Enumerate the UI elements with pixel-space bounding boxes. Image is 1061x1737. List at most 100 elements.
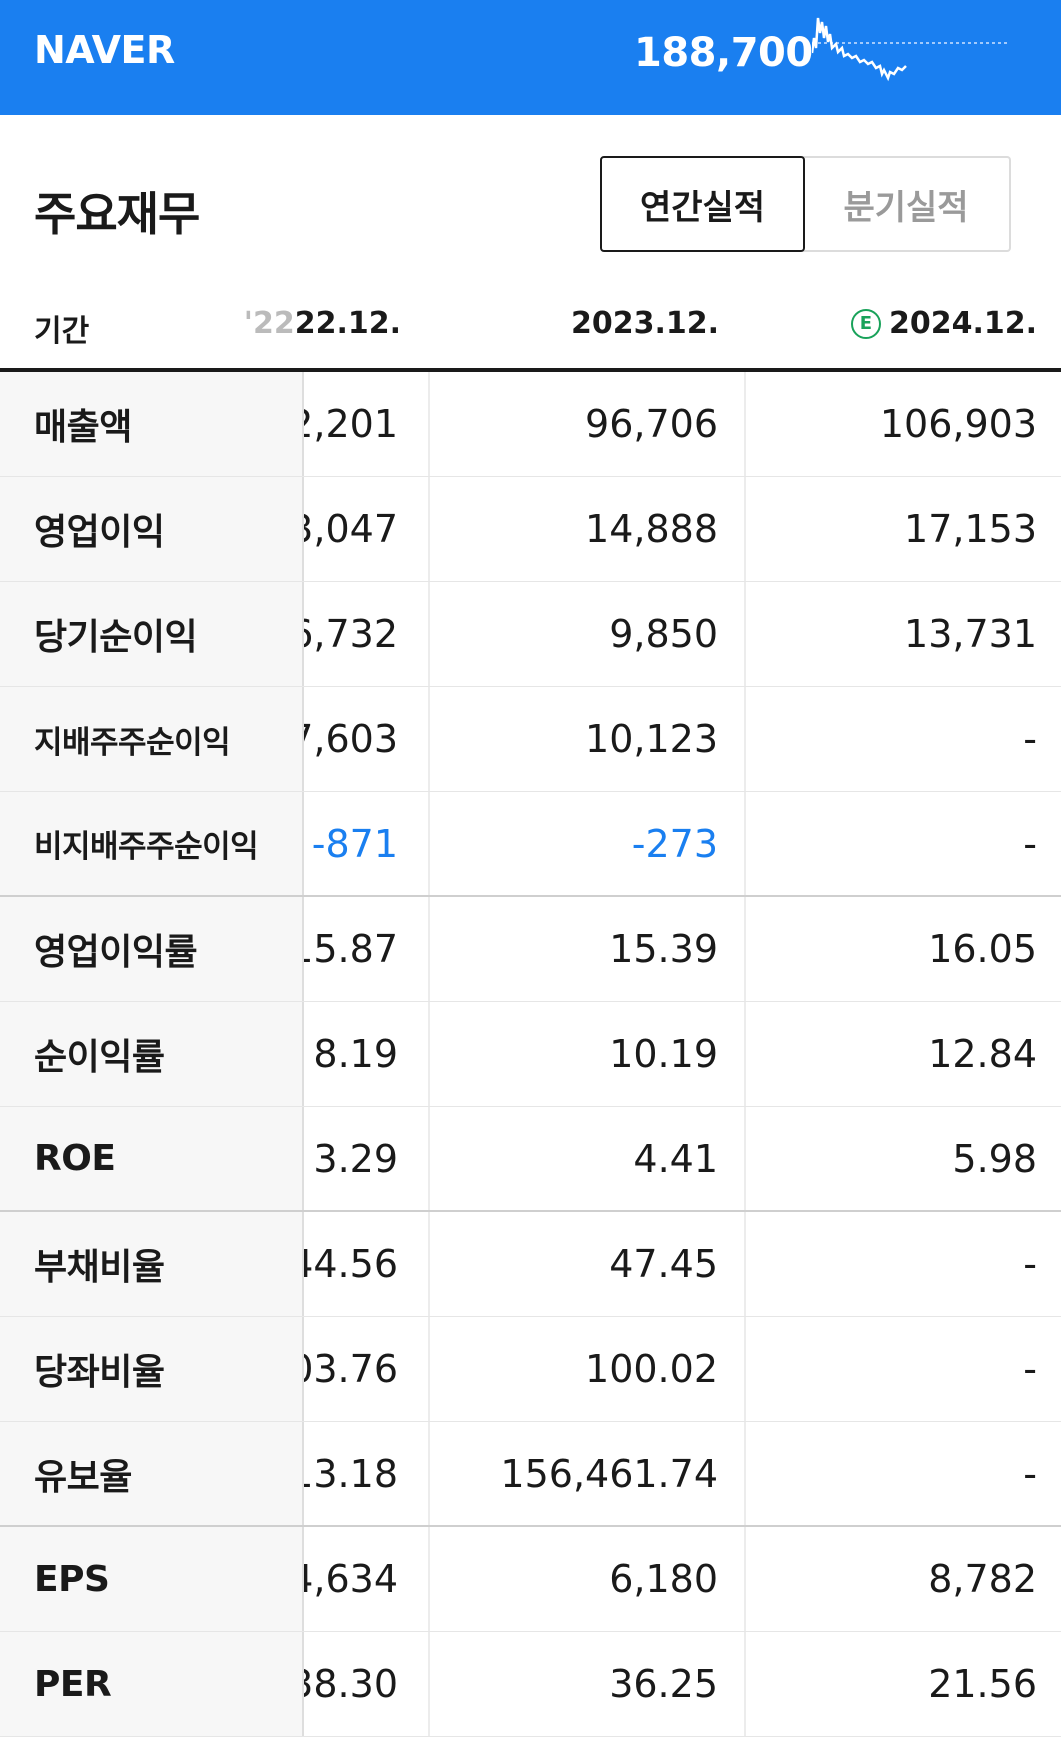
- table-cell: 4,634: [304, 1527, 430, 1631]
- cell-value: 106,903: [879, 402, 1037, 446]
- table-cell: -: [746, 792, 1061, 895]
- cell-value: 13,731: [904, 612, 1037, 656]
- cell-value: 38.30: [304, 1662, 398, 1706]
- cell-value: -871: [311, 821, 398, 866]
- row-label: 순이익률: [0, 1002, 304, 1106]
- table-cell: -871: [304, 792, 430, 895]
- cell-value: 36.25: [609, 1662, 718, 1706]
- table-cell: 36.25: [430, 1632, 746, 1736]
- table-header: 기간 '2222.12. 2023.12. E 2024.12.: [0, 268, 1061, 372]
- table-cell: -: [746, 1212, 1061, 1316]
- cell-value: 14,888: [585, 507, 718, 551]
- cell-value: 96,706: [585, 402, 718, 446]
- table-cell: 8,782: [746, 1527, 1061, 1631]
- table-cell: 96,706: [430, 372, 746, 476]
- row-label: EPS: [0, 1527, 304, 1631]
- stock-header: NAVER 188,700: [0, 0, 1061, 115]
- table-row: ROE 3.29 4.41 5.98: [0, 1107, 1061, 1212]
- table-row: 비지배주주순이익 -871 -273 -: [0, 792, 1061, 897]
- table-cell: 4.41: [430, 1107, 746, 1210]
- cell-value: 03.76: [304, 1347, 398, 1391]
- table-row: 순이익률 8.19 10.19 12.84: [0, 1002, 1061, 1107]
- table-cell: -: [746, 1422, 1061, 1525]
- row-label: ROE: [0, 1107, 304, 1210]
- table-cell: 2,201: [304, 372, 430, 476]
- cell-value: 13.18: [304, 1451, 398, 1496]
- row-label: 당기순이익: [0, 582, 304, 686]
- cell-value: 10.19: [609, 1032, 718, 1076]
- stock-name[interactable]: NAVER: [34, 28, 175, 72]
- table-cell: 10,123: [430, 687, 746, 791]
- stock-price: 188,700: [634, 30, 813, 76]
- table-cell: 5.98: [746, 1107, 1061, 1210]
- table-cell: 47.45: [430, 1212, 746, 1316]
- cell-value: 100.02: [585, 1347, 718, 1391]
- table-cell: 9,850: [430, 582, 746, 686]
- row-label: 지배주주순이익: [0, 687, 304, 791]
- table-cell: 16.05: [746, 897, 1061, 1001]
- table-cell: -: [746, 687, 1061, 791]
- cell-value: -: [1023, 1242, 1037, 1286]
- table-cell: 7,603: [304, 687, 430, 791]
- cell-value: 3,047: [304, 507, 398, 551]
- cell-value: 4,634: [304, 1557, 398, 1601]
- cell-value: 6,180: [609, 1557, 718, 1601]
- table-cell: 156,461.74: [430, 1422, 746, 1525]
- cell-value: 7,603: [304, 717, 398, 761]
- table-cell: 38.30: [304, 1632, 430, 1736]
- table-row: 유보율13.18 156,461.74 -: [0, 1422, 1061, 1527]
- row-label: 영업이익: [0, 477, 304, 581]
- cell-value: -: [1023, 1347, 1037, 1391]
- row-label: 비지배주주순이익: [0, 792, 304, 895]
- cell-value: 5.98: [952, 1136, 1037, 1181]
- table-cell: 8.19: [304, 1002, 430, 1106]
- row-label: 당좌비율: [0, 1317, 304, 1421]
- section-title: 주요재무: [34, 187, 200, 241]
- table-cell: -: [746, 1317, 1061, 1421]
- table-row: PER38.30 36.25 21.56: [0, 1632, 1061, 1737]
- table-cell: 6,732: [304, 582, 430, 686]
- table-cell: -273: [430, 792, 746, 895]
- cell-value: 10,123: [585, 717, 718, 761]
- cell-value: 21.56: [928, 1662, 1037, 1706]
- table-cell: 14,888: [430, 477, 746, 581]
- cell-value: 3.29: [313, 1136, 398, 1181]
- cell-value: 44.56: [304, 1242, 398, 1286]
- table-row: 매출액2,201 96,706 106,903: [0, 372, 1061, 477]
- table-cell: 3.29: [304, 1107, 430, 1210]
- cell-value: -: [1023, 1451, 1037, 1496]
- cell-value: 15.87: [304, 927, 398, 971]
- column-2022-label: 22.12.: [294, 306, 401, 341]
- tab-annual[interactable]: 연간실적: [600, 156, 805, 252]
- row-label: 유보율: [0, 1422, 304, 1525]
- table-row: 영업이익3,047 14,888 17,153: [0, 477, 1061, 582]
- cell-value: 4.41: [633, 1136, 718, 1181]
- table-cell: 10.19: [430, 1002, 746, 1106]
- row-label: 영업이익률: [0, 897, 304, 1001]
- cell-value: 47.45: [609, 1242, 718, 1286]
- table-cell: 21.56: [746, 1632, 1061, 1736]
- cell-value: -: [1023, 717, 1037, 761]
- cell-value: -: [1023, 821, 1037, 866]
- cell-value: 12.84: [928, 1032, 1037, 1076]
- column-2022: '2222.12.: [244, 306, 401, 341]
- cell-value: 16.05: [928, 927, 1037, 971]
- table-cell: 6,180: [430, 1527, 746, 1631]
- table-cell: 03.76: [304, 1317, 430, 1421]
- price-sparkline-icon: [812, 17, 1008, 82]
- period-label: 기간: [34, 314, 90, 349]
- table-cell: 17,153: [746, 477, 1061, 581]
- table-row: 영업이익률15.87 15.39 16.05: [0, 897, 1061, 1002]
- row-label: 매출액: [0, 372, 304, 476]
- table-cell: 15.39: [430, 897, 746, 1001]
- cell-value: 17,153: [904, 507, 1037, 551]
- cell-value: 6,732: [304, 612, 398, 656]
- row-label: PER: [0, 1632, 304, 1736]
- tab-quarterly[interactable]: 분기실적: [803, 156, 1011, 252]
- cell-value: 8,782: [928, 1557, 1037, 1601]
- table-row: 당기순이익6,732 9,850 13,731: [0, 582, 1061, 687]
- cell-value: -273: [631, 821, 718, 866]
- table-cell: 13,731: [746, 582, 1061, 686]
- row-label: 부채비율: [0, 1212, 304, 1316]
- table-cell: 3,047: [304, 477, 430, 581]
